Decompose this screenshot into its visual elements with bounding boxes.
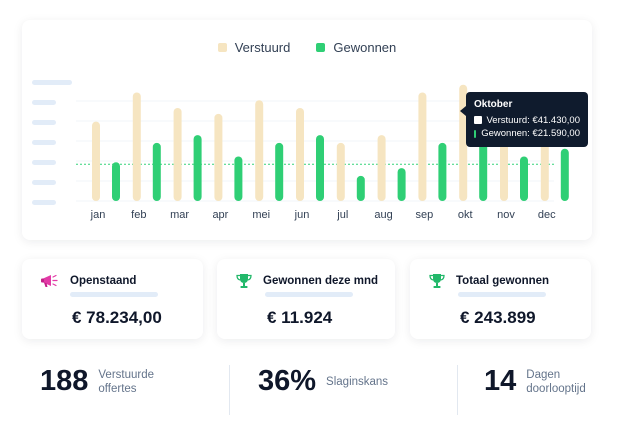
kpi-label-line2: offertes xyxy=(98,382,137,395)
bar-won-jul[interactable] xyxy=(356,175,365,201)
stat-card-title: Gewonnen deze mnd xyxy=(263,275,379,287)
bar-won-aug[interactable] xyxy=(397,168,406,201)
kpi-lead-time: 14 Dagen doorlooptijd xyxy=(484,365,586,398)
bar-won-apr[interactable] xyxy=(234,156,243,201)
stat-card-value: € 11.924 xyxy=(267,308,333,327)
bar-won-sep[interactable] xyxy=(438,142,447,201)
axis-skeleton-tick xyxy=(32,160,56,165)
bar-won-okt[interactable] xyxy=(479,129,488,201)
bar-won-feb[interactable] xyxy=(152,142,161,201)
kpi-row: 188 Verstuurde offertes 36% Slaginskans … xyxy=(0,355,621,425)
bar-sent-aug[interactable] xyxy=(377,135,386,201)
kpi-number: 14 xyxy=(484,365,517,397)
bar-sent-apr[interactable] xyxy=(214,113,223,201)
kpi-win-rate: 36% Slaginskans xyxy=(258,365,388,398)
legend-item-sent[interactable]: Verstuurd xyxy=(217,40,291,55)
bar-won-jan[interactable] xyxy=(112,162,120,201)
stat-card-title: Openstaand xyxy=(70,275,137,287)
chart-tooltip: Oktober Verstuurd: €41.430,00 Gewonnen: … xyxy=(460,92,588,147)
stat-card-gewonnen-deze-mnd: Gewonnen deze mnd € 11.924 xyxy=(217,259,395,339)
megaphone-icon xyxy=(41,274,58,287)
stat-card-title: Totaal gewonnen xyxy=(456,275,550,287)
kpi-label: Verstuurde offertes xyxy=(98,368,154,396)
trophy-icon xyxy=(236,274,252,288)
legend-label-won: Gewonnen xyxy=(333,40,397,55)
kpi-number: 36% xyxy=(258,365,317,397)
stat-card-header: Openstaand xyxy=(40,273,136,289)
x-tick-label: mar xyxy=(170,209,189,221)
trophy-icon xyxy=(429,274,445,288)
kpi-label: Slaginskans xyxy=(326,375,388,389)
x-tick-label: apr xyxy=(212,209,228,221)
kpi-label-line1: Dagen xyxy=(526,368,561,381)
stat-card-header: Totaal gewonnen xyxy=(428,273,549,289)
axis-skeleton-tick xyxy=(32,100,56,105)
tooltip-won-text: Gewonnen: €21.590,00 xyxy=(481,128,580,139)
bar-sent-feb[interactable] xyxy=(132,92,141,202)
bar-sent-mei[interactable] xyxy=(255,100,264,201)
skeleton-line xyxy=(458,292,546,297)
axis-skeleton-tick xyxy=(32,80,72,85)
tooltip-swatch-sent xyxy=(474,116,482,125)
bar-won-mar[interactable] xyxy=(193,135,202,201)
chart-card: Verstuurd Gewonnen jan feb mar apr mei jun jul… xyxy=(22,20,592,240)
kpi-divider xyxy=(457,365,458,415)
x-tick-label: jan xyxy=(90,209,106,221)
legend-label-sent: Verstuurd xyxy=(234,40,291,55)
stat-card-totaal-gewonnen: Totaal gewonnen € 243.899 xyxy=(410,259,591,339)
kpi-label-line1: Slaginskans xyxy=(326,375,389,388)
tooltip-row-won: Gewonnen: €21.590,00 xyxy=(474,127,580,141)
bar-sent-sep[interactable] xyxy=(418,92,427,202)
x-tick-label: jun xyxy=(294,209,310,221)
stat-card-openstaand: Openstaand € 78.234,00 xyxy=(22,259,203,339)
bar-sent-jul[interactable] xyxy=(336,142,345,201)
axis-skeleton-tick xyxy=(32,200,56,205)
x-tick-label: aug xyxy=(374,209,392,221)
x-tick-label: feb xyxy=(131,209,146,221)
bar-won-jun[interactable] xyxy=(316,135,324,201)
tooltip-row-sent: Verstuurd: €41.430,00 xyxy=(474,114,580,128)
bar-sent-mar[interactable] xyxy=(173,108,182,201)
kpi-divider xyxy=(229,365,230,415)
x-tick-label: jul xyxy=(336,209,348,221)
legend-item-won[interactable]: Gewonnen xyxy=(316,40,396,55)
x-tick-label: nov xyxy=(497,209,515,221)
kpi-sent-quotes: 188 Verstuurde offertes xyxy=(40,365,154,398)
stat-card-value: € 78.234,00 xyxy=(72,308,162,327)
legend-swatch-won xyxy=(316,43,326,52)
bar-won-dec[interactable] xyxy=(560,148,569,201)
x-tick-label: dec xyxy=(538,209,556,221)
axis-skeleton-tick xyxy=(32,140,56,145)
axis-skeleton-tick xyxy=(32,120,56,125)
x-tick-label: mei xyxy=(252,209,270,221)
bar-won-mei[interactable] xyxy=(275,142,284,201)
tooltip-sent-text: Verstuurd: €41.430,00 xyxy=(486,114,581,126)
kpi-label: Dagen doorlooptijd xyxy=(526,368,585,396)
x-tick-label: sep xyxy=(416,209,434,221)
stat-card-header: Gewonnen deze mnd xyxy=(235,273,378,289)
kpi-label-line1: Verstuurde xyxy=(98,368,155,381)
tooltip-swatch-won xyxy=(474,129,477,138)
tooltip-title: Oktober xyxy=(474,99,513,110)
bar-sent-jun[interactable] xyxy=(296,108,304,201)
skeleton-line xyxy=(265,292,353,297)
kpi-number: 188 xyxy=(40,365,89,397)
skeleton-line xyxy=(70,292,158,297)
legend-swatch-sent xyxy=(217,43,227,52)
kpi-label-line2: doorlooptijd xyxy=(526,382,586,395)
bar-sent-jan[interactable] xyxy=(92,121,100,201)
stat-card-value: € 243.899 xyxy=(460,308,536,327)
x-tick-label: okt xyxy=(458,209,473,221)
chart-legend: Verstuurd Gewonnen xyxy=(22,40,592,55)
bar-won-nov[interactable] xyxy=(520,156,528,201)
axis-skeleton-tick xyxy=(32,180,56,185)
